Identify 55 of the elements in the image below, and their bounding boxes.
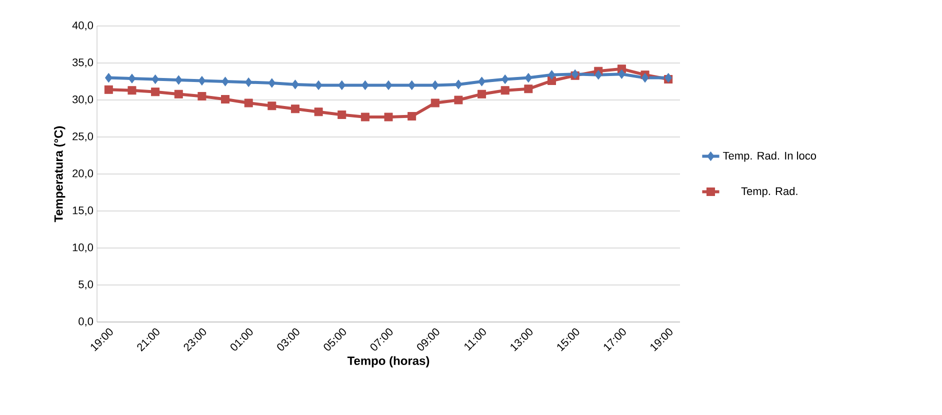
- point: [290, 104, 300, 114]
- y-tick-label: 5,0: [78, 280, 94, 290]
- y-tick-label: 15,0: [72, 206, 94, 216]
- point: [430, 98, 440, 108]
- point: [128, 74, 136, 84]
- point: [105, 73, 112, 83]
- y-tick-label: 40,0: [72, 21, 94, 31]
- point: [594, 70, 602, 80]
- y-tick-label: 35,0: [72, 58, 94, 68]
- point: [338, 110, 346, 120]
- point: [174, 90, 183, 98]
- point: [641, 73, 649, 83]
- point: [524, 73, 532, 83]
- point: [501, 74, 509, 84]
- point: [384, 112, 393, 122]
- point: [500, 86, 510, 95]
- point: [152, 74, 159, 84]
- point: [454, 96, 463, 104]
- point: [408, 80, 416, 90]
- point: [362, 80, 369, 90]
- y-tick-label: 25,0: [72, 132, 94, 142]
- point: [314, 108, 323, 116]
- y-tick-label: 20,0: [72, 169, 94, 179]
- point: [198, 76, 206, 86]
- point: [221, 95, 230, 104]
- point: [360, 112, 370, 122]
- y-tick-label: 30,0: [72, 95, 94, 105]
- legend-label: Temp. Rad. In loco: [723, 152, 816, 162]
- point: [408, 112, 416, 121]
- point: [151, 88, 160, 96]
- point: [478, 76, 486, 86]
- point: [478, 90, 486, 98]
- point: [618, 69, 626, 79]
- legend-label: Temp. Rad.: [741, 187, 798, 198]
- point: [244, 77, 252, 87]
- point: [548, 70, 556, 80]
- point: [524, 84, 533, 94]
- point: [198, 92, 206, 101]
- y-axis-title: Temperatura (°C): [54, 126, 66, 222]
- point: [432, 80, 439, 90]
- point: [128, 86, 136, 95]
- point: [175, 75, 182, 85]
- point: [454, 80, 462, 90]
- x-axis-title: Tempo (horas): [347, 356, 430, 368]
- point: [292, 80, 299, 90]
- point: [338, 80, 346, 90]
- point: [222, 76, 229, 86]
- point: [268, 102, 276, 110]
- point: [104, 85, 113, 94]
- point: [268, 78, 276, 88]
- point: [314, 80, 322, 90]
- point: [384, 80, 392, 90]
- point: [244, 98, 253, 108]
- y-tick-label: 0,0: [78, 317, 94, 327]
- y-tick-label: 10,0: [72, 243, 94, 253]
